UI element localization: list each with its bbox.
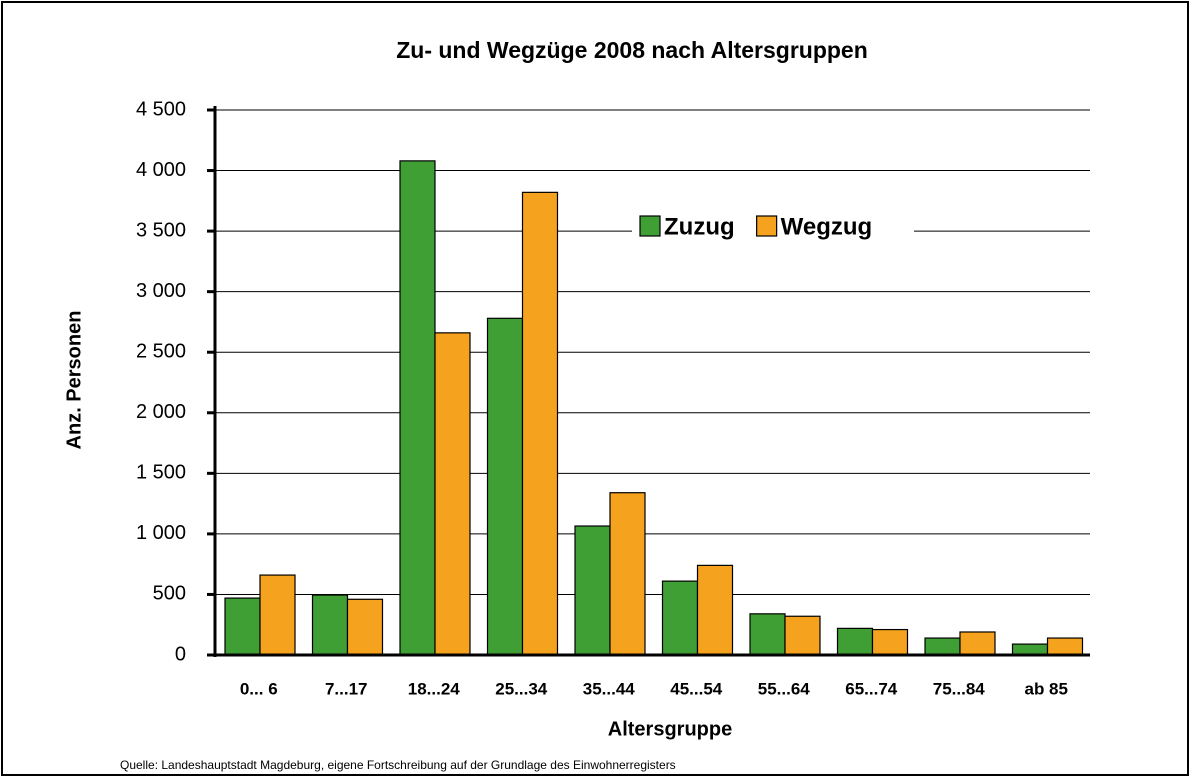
bar xyxy=(871,628,909,656)
x-tick-label: 55...64 xyxy=(758,679,811,698)
y-tick-label: 2 000 xyxy=(136,401,186,423)
x-tick-label: 65...74 xyxy=(845,679,898,698)
bar xyxy=(346,598,384,656)
y-tick-label: 0 xyxy=(175,643,186,665)
x-tick-label: 35...44 xyxy=(583,679,636,698)
legend-swatch xyxy=(756,215,778,237)
y-axis-label: Anz. Personen xyxy=(63,311,85,450)
legend-label: Zuzug xyxy=(664,213,735,240)
bar xyxy=(574,525,611,656)
x-tick-label: ab 85 xyxy=(1025,679,1068,698)
y-tick-label: 500 xyxy=(153,583,186,605)
y-tick-label: 4 500 xyxy=(136,98,186,120)
x-tick-label: 25...34 xyxy=(495,679,548,698)
y-tick-label: 3 000 xyxy=(136,280,186,302)
bar xyxy=(924,637,961,656)
bar xyxy=(311,594,349,656)
source-note: Quelle: Landeshauptstadt Magdeburg, eige… xyxy=(120,758,676,772)
y-tick-label: 2 500 xyxy=(136,341,186,363)
y-tick-label: 3 500 xyxy=(136,219,186,241)
bar xyxy=(959,631,996,656)
legend-swatch xyxy=(639,215,661,237)
x-tick-label: 75...84 xyxy=(933,679,986,698)
legend: Zuzug Wegzug xyxy=(632,210,914,244)
x-tick-label: 7...17 xyxy=(325,679,368,698)
bar xyxy=(486,317,524,656)
bar xyxy=(434,332,471,656)
y-tick-label: 1 500 xyxy=(136,462,186,484)
x-tick-label: 45...54 xyxy=(670,679,723,698)
bar xyxy=(836,627,874,656)
bar xyxy=(749,613,786,656)
x-tick-label: 0... 6 xyxy=(240,679,278,698)
bar xyxy=(661,580,699,656)
bar xyxy=(784,615,821,656)
chart-title: Zu- und Wegzüge 2008 nach Altersgruppen xyxy=(396,37,868,63)
bar xyxy=(259,574,296,656)
bar xyxy=(224,597,261,656)
bar xyxy=(399,160,436,656)
x-tick-label: 18...24 xyxy=(408,679,461,698)
bar xyxy=(521,191,559,656)
bar xyxy=(1046,637,1084,656)
bar xyxy=(696,564,734,656)
y-tick-label: 4 000 xyxy=(136,159,186,181)
bar xyxy=(609,492,646,656)
legend-label: Wegzug xyxy=(781,213,873,240)
bar xyxy=(1011,643,1049,656)
x-axis-label: Altersgruppe xyxy=(608,718,732,740)
y-tick-label: 1 000 xyxy=(136,522,186,544)
